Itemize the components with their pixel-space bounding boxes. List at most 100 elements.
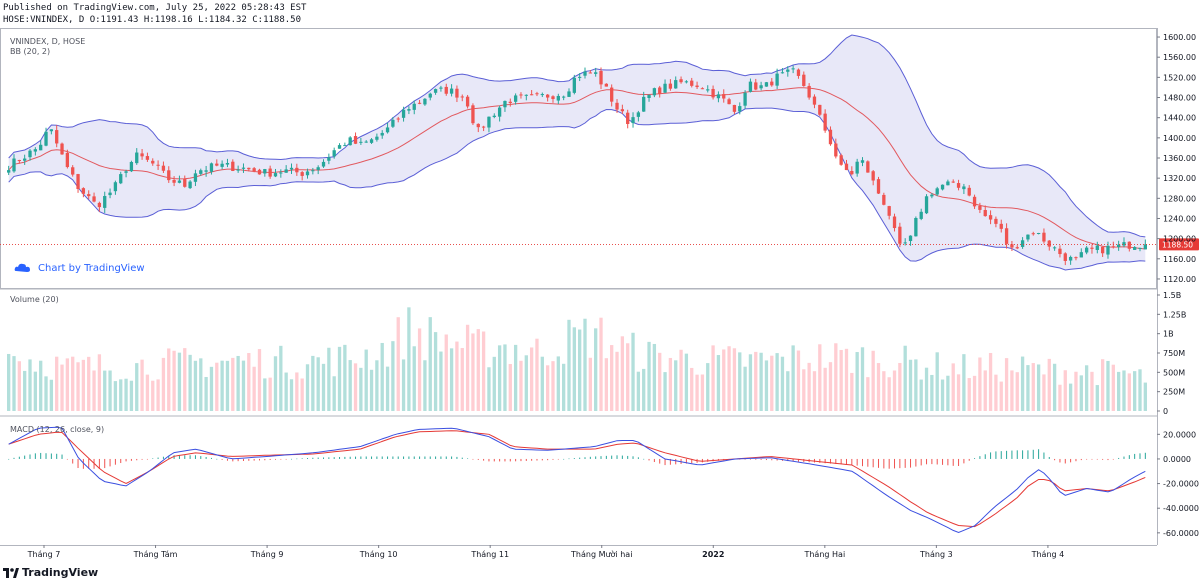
macd-histogram-bar	[413, 456, 415, 459]
candle-body	[775, 73, 779, 86]
x-tick-label: Tháng 10	[359, 550, 398, 559]
x-tick-label: Tháng 3	[919, 550, 953, 559]
macd-histogram-bar	[563, 458, 565, 460]
chart-by-tradingview-link[interactable]: Chart by TradingView	[14, 262, 145, 274]
volume-bar	[615, 351, 619, 411]
volume-bar	[81, 359, 86, 411]
candle-body	[215, 163, 219, 166]
macd-y-tick-label: 0.0000	[1163, 455, 1191, 464]
volume-bar	[754, 351, 758, 411]
volume-bar	[908, 359, 913, 411]
candle-body	[1084, 247, 1089, 253]
candle-body	[1122, 242, 1126, 246]
volume-bar	[1063, 370, 1067, 411]
macd-histogram-bar	[776, 458, 778, 461]
volume-bar	[167, 348, 171, 411]
volume-bar	[967, 378, 971, 411]
macd-histogram-bar	[210, 457, 212, 459]
candle-body	[87, 194, 91, 197]
macd-histogram-bar	[872, 458, 874, 468]
macd-histogram-bar	[910, 458, 912, 468]
candle-body	[1111, 246, 1115, 248]
macd-histogram-bar	[162, 456, 164, 459]
candle-body	[1143, 244, 1147, 250]
macd-histogram-bar	[531, 458, 533, 461]
macd-histogram-bar	[274, 458, 276, 460]
volume-bar	[1010, 370, 1014, 411]
price-y-tick-label: 1400.00	[1163, 134, 1196, 143]
candle-body	[316, 167, 320, 170]
candle-body	[263, 169, 267, 174]
macd-histogram-bar	[1059, 458, 1061, 463]
candle-body	[151, 160, 155, 164]
candle-body	[610, 87, 614, 102]
candle-body	[385, 127, 390, 133]
macd-histogram-bar	[146, 458, 148, 460]
candle-body	[684, 81, 689, 83]
macd-histogram-bar	[894, 458, 896, 469]
macd-histogram-bar	[584, 457, 586, 459]
candle-body	[668, 83, 673, 89]
volume-bar	[610, 345, 614, 411]
volume-bar	[930, 374, 934, 411]
macd-histogram-bar	[616, 455, 618, 459]
volume-bar	[113, 381, 118, 411]
candle-body	[626, 112, 630, 124]
candle-body	[332, 150, 336, 157]
macd-histogram-bar	[515, 458, 517, 462]
x-tick-label: Tháng Mười hai	[570, 549, 632, 559]
candle-body	[834, 143, 838, 157]
candle-body	[44, 131, 48, 146]
candle-body	[327, 157, 331, 161]
volume-bar	[946, 375, 950, 411]
candle-body	[967, 187, 971, 196]
macd-histogram-bar	[990, 452, 992, 459]
macd-histogram-bar	[307, 458, 309, 459]
candle-body	[652, 88, 657, 96]
tradingview-footer-logo[interactable]: TradingView	[3, 566, 98, 579]
volume-y-tick-label: 1.25B	[1163, 310, 1186, 319]
volume-bar	[951, 363, 955, 411]
candle-body	[828, 129, 833, 145]
volume-bar	[1116, 371, 1121, 411]
candle-body	[465, 96, 470, 107]
candle-body	[583, 71, 587, 76]
candle-body	[860, 160, 865, 163]
macd-histogram-bar	[573, 458, 575, 459]
candle-body	[119, 174, 123, 184]
macd-histogram-bar	[8, 458, 10, 460]
candle-body	[908, 235, 913, 242]
volume-bar	[12, 356, 16, 411]
candle-body	[636, 112, 641, 117]
macd-histogram-bar	[771, 458, 773, 461]
macd-histogram-bar	[701, 458, 703, 463]
macd-histogram-bar	[669, 458, 671, 465]
volume-bar	[1047, 358, 1051, 411]
candle-body	[780, 72, 785, 74]
macd-histogram-bar	[744, 458, 746, 460]
candle-body	[284, 169, 288, 173]
volume-bar	[103, 370, 107, 411]
macd-histogram-bar	[840, 458, 842, 465]
price-y-tick-label: 1240.00	[1163, 214, 1196, 223]
volume-bar	[231, 357, 235, 411]
volume-bar	[743, 366, 747, 411]
volume-bar	[823, 367, 827, 411]
price-y-tick-label: 1560.00	[1163, 53, 1196, 62]
volume-bar	[369, 369, 374, 411]
volume-bar	[396, 317, 400, 411]
candle-body	[754, 82, 758, 90]
volume-bar	[620, 336, 625, 411]
macd-histogram-bar	[749, 458, 751, 460]
last-price-label-bg	[1159, 238, 1199, 251]
macd-histogram-bar	[72, 458, 74, 464]
candle-body	[503, 100, 507, 108]
price-pane-title: VNINDEX, D, HOSE	[10, 37, 85, 46]
macd-histogram-bar	[979, 456, 981, 459]
volume-bar	[49, 379, 54, 411]
macd-histogram-bar	[552, 458, 554, 460]
macd-histogram-bar	[269, 458, 271, 460]
candle-body	[380, 132, 384, 136]
volume-bar	[311, 355, 315, 411]
